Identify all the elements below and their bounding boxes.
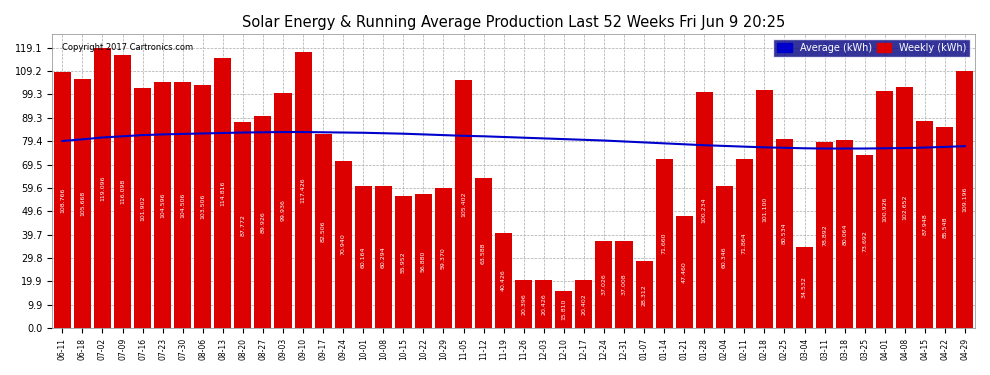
Bar — [816, 142, 834, 328]
Bar — [796, 247, 813, 328]
Text: 59.370: 59.370 — [441, 248, 446, 269]
Bar — [776, 138, 793, 328]
Bar — [154, 82, 171, 328]
Text: 56.880: 56.880 — [421, 251, 426, 272]
Text: 100.926: 100.926 — [882, 196, 887, 222]
Text: 37.008: 37.008 — [622, 274, 627, 295]
Text: 103.506: 103.506 — [200, 194, 205, 219]
Bar — [555, 291, 572, 328]
Bar — [896, 87, 914, 328]
Text: 116.098: 116.098 — [120, 179, 125, 204]
Text: 60.294: 60.294 — [381, 246, 386, 268]
Bar — [837, 140, 853, 328]
Bar — [495, 233, 512, 328]
Text: 34.532: 34.532 — [802, 276, 807, 298]
Bar — [536, 280, 552, 328]
Bar — [515, 280, 533, 328]
Bar — [455, 80, 472, 328]
Text: 87.948: 87.948 — [923, 214, 928, 236]
Text: 40.426: 40.426 — [501, 270, 506, 291]
Legend: Average (kWh), Weekly (kWh): Average (kWh), Weekly (kWh) — [773, 39, 970, 57]
Bar — [636, 261, 652, 328]
Bar — [655, 159, 672, 328]
Text: 101.902: 101.902 — [141, 195, 146, 221]
Bar — [395, 196, 412, 328]
Text: 104.596: 104.596 — [160, 192, 165, 218]
Bar — [354, 186, 372, 328]
Bar — [274, 93, 291, 328]
Bar — [74, 80, 91, 328]
Bar — [616, 241, 633, 328]
Bar — [254, 117, 271, 328]
Text: 15.810: 15.810 — [561, 299, 566, 320]
Bar — [53, 72, 71, 328]
Bar — [876, 91, 893, 328]
Text: 47.460: 47.460 — [682, 261, 687, 283]
Bar — [335, 161, 351, 328]
Text: 20.402: 20.402 — [581, 293, 586, 315]
Text: 55.952: 55.952 — [401, 251, 406, 273]
Text: 37.026: 37.026 — [602, 274, 607, 296]
Text: 108.766: 108.766 — [59, 188, 65, 213]
Text: 105.402: 105.402 — [461, 191, 466, 217]
Text: 89.926: 89.926 — [260, 211, 265, 233]
Text: 87.772: 87.772 — [241, 214, 246, 236]
Bar — [475, 178, 492, 328]
Bar — [94, 48, 111, 328]
Bar — [235, 122, 251, 328]
Text: 80.534: 80.534 — [782, 222, 787, 244]
Bar — [917, 121, 934, 328]
Text: 104.506: 104.506 — [180, 192, 185, 218]
Bar — [214, 58, 232, 328]
Bar — [435, 188, 452, 328]
Text: 114.816: 114.816 — [221, 180, 226, 206]
Bar — [575, 280, 592, 328]
Text: 71.864: 71.864 — [742, 232, 746, 254]
Bar — [856, 154, 873, 328]
Text: 20.396: 20.396 — [521, 293, 527, 315]
Bar — [937, 127, 953, 328]
Bar — [114, 55, 131, 328]
Text: 71.660: 71.660 — [661, 233, 666, 255]
Text: 73.692: 73.692 — [862, 230, 867, 252]
Bar — [595, 241, 613, 328]
Bar — [134, 88, 151, 328]
Text: 63.588: 63.588 — [481, 243, 486, 264]
Bar — [736, 159, 752, 328]
Bar — [716, 186, 733, 328]
Text: 60.164: 60.164 — [360, 246, 365, 268]
Text: 102.652: 102.652 — [902, 195, 907, 220]
Title: Solar Energy & Running Average Production Last 52 Weeks Fri Jun 9 20:25: Solar Energy & Running Average Productio… — [242, 15, 785, 30]
Bar — [415, 194, 432, 328]
Text: 80.064: 80.064 — [842, 223, 847, 245]
Text: 20.426: 20.426 — [542, 293, 546, 315]
Bar — [194, 84, 211, 328]
Text: 85.548: 85.548 — [942, 217, 947, 238]
Bar — [956, 71, 973, 328]
Bar — [696, 92, 713, 328]
Text: 119.096: 119.096 — [100, 175, 105, 201]
Text: 82.506: 82.506 — [321, 220, 326, 242]
Bar — [756, 90, 773, 328]
Text: 70.940: 70.940 — [341, 234, 346, 255]
Bar — [295, 52, 312, 328]
Text: 101.100: 101.100 — [762, 196, 767, 222]
Text: 28.312: 28.312 — [642, 284, 646, 306]
Bar — [375, 186, 392, 328]
Text: 100.234: 100.234 — [702, 197, 707, 223]
Bar — [315, 134, 332, 328]
Text: 78.892: 78.892 — [822, 224, 827, 246]
Text: 109.196: 109.196 — [962, 187, 967, 212]
Text: Copyright 2017 Cartronics.com: Copyright 2017 Cartronics.com — [61, 43, 193, 52]
Bar — [675, 216, 693, 328]
Text: 105.668: 105.668 — [80, 191, 85, 216]
Bar — [174, 82, 191, 328]
Text: 117.426: 117.426 — [301, 177, 306, 203]
Text: 99.936: 99.936 — [280, 200, 285, 221]
Text: 60.346: 60.346 — [722, 246, 727, 268]
